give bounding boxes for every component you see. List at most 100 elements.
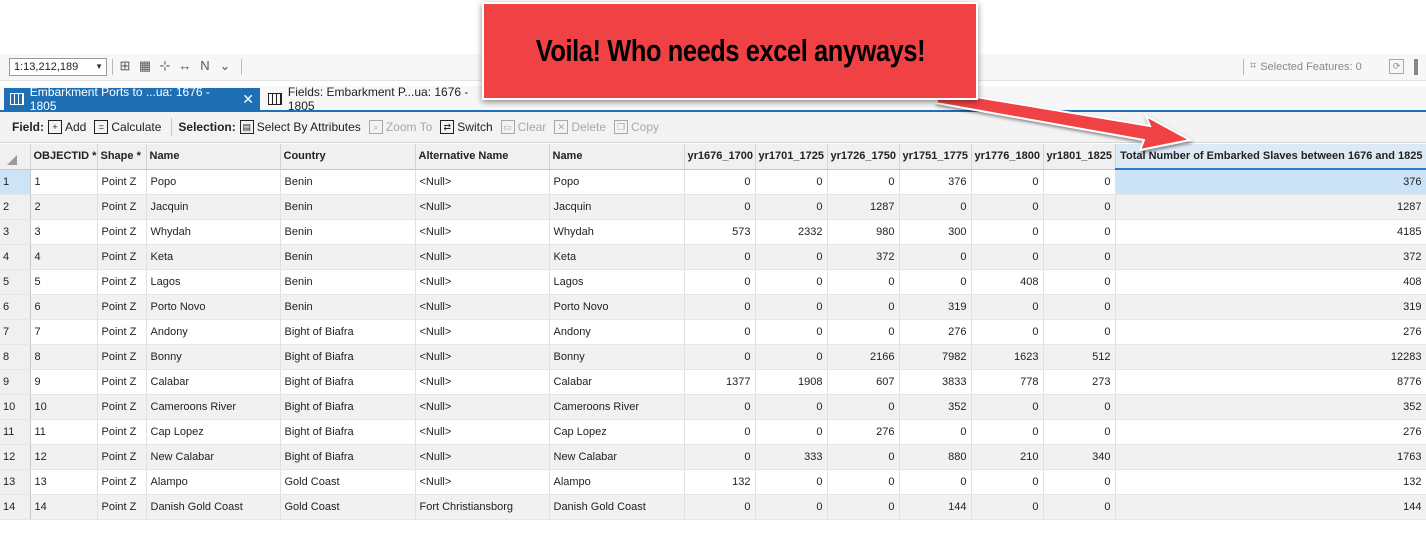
cell-shape[interactable]: Point Z <box>97 394 147 420</box>
cell-yr1776-1800[interactable]: 0 <box>971 469 1044 495</box>
cell-alternative-name[interactable]: <Null> <box>415 394 550 420</box>
cell-objectid[interactable]: 8 <box>30 344 98 370</box>
cell-yr1751-1775[interactable]: 276 <box>899 319 972 345</box>
cell-yr1751-1775[interactable]: 376 <box>899 169 972 195</box>
cell-total[interactable]: 1287 <box>1115 194 1426 220</box>
cell-name-2[interactable]: Andony <box>549 319 685 345</box>
cell-yr1751-1775[interactable]: 144 <box>899 494 972 520</box>
cell-alternative-name[interactable]: <Null> <box>415 369 550 395</box>
cell-total[interactable]: 1763 <box>1115 444 1426 470</box>
cell-yr1701-1725[interactable]: 0 <box>755 269 828 295</box>
row-number[interactable]: 13 <box>0 469 31 495</box>
cell-objectid[interactable]: 7 <box>30 319 98 345</box>
cell-yr1676-1700[interactable]: 0 <box>684 294 756 320</box>
cell-yr1726-1750[interactable]: 0 <box>827 294 900 320</box>
cell-name-2[interactable]: Danish Gold Coast <box>549 494 685 520</box>
north-arrow-icon[interactable]: N <box>200 58 210 73</box>
column-header-yr1701-1725[interactable]: yr1701_1725 <box>755 144 828 170</box>
cell-yr1751-1775[interactable]: 0 <box>899 419 972 445</box>
cell-yr1676-1700[interactable]: 132 <box>684 469 756 495</box>
cell-yr1701-1725[interactable]: 0 <box>755 394 828 420</box>
cell-yr1751-1775[interactable]: 0 <box>899 469 972 495</box>
cell-yr1776-1800[interactable]: 0 <box>971 394 1044 420</box>
cell-name-2[interactable]: New Calabar <box>549 444 685 470</box>
row-number[interactable]: 11 <box>0 419 31 445</box>
cell-total[interactable]: 372 <box>1115 244 1426 270</box>
cell-yr1776-1800[interactable]: 0 <box>971 419 1044 445</box>
cell-yr1801-1825[interactable]: 0 <box>1043 394 1116 420</box>
cell-yr1726-1750[interactable]: 0 <box>827 319 900 345</box>
cell-objectid[interactable]: 2 <box>30 194 98 220</box>
cell-country[interactable]: Benin <box>280 269 416 295</box>
cell-yr1726-1750[interactable]: 0 <box>827 444 900 470</box>
cell-total[interactable]: 276 <box>1115 419 1426 445</box>
cell-yr1801-1825[interactable]: 0 <box>1043 319 1116 345</box>
table-row[interactable]: 10 10 Point Z Cameroons River Bight of Biafr… <box>0 394 1426 420</box>
cell-yr1701-1725[interactable]: 0 <box>755 344 828 370</box>
cell-country[interactable]: Bight of Biafra <box>280 444 416 470</box>
cell-yr1726-1750[interactable]: 372 <box>827 244 900 270</box>
cell-name[interactable]: New Calabar <box>146 444 281 470</box>
cell-shape[interactable]: Point Z <box>97 369 147 395</box>
cell-alternative-name[interactable]: <Null> <box>415 219 550 245</box>
cell-name-2[interactable]: Keta <box>549 244 685 270</box>
cell-yr1801-1825[interactable]: 0 <box>1043 494 1116 520</box>
cell-shape[interactable]: Point Z <box>97 294 147 320</box>
cell-yr1726-1750[interactable]: 276 <box>827 419 900 445</box>
cell-total[interactable]: 319 <box>1115 294 1426 320</box>
add-grid-icon[interactable]: ⊞ <box>119 58 131 73</box>
cell-country[interactable]: Benin <box>280 244 416 270</box>
cell-objectid[interactable]: 1 <box>30 169 98 195</box>
cell-country[interactable]: Benin <box>280 194 416 220</box>
cell-yr1726-1750[interactable]: 980 <box>827 219 900 245</box>
cell-shape[interactable]: Point Z <box>97 269 147 295</box>
cell-yr1676-1700[interactable]: 0 <box>684 394 756 420</box>
cell-name[interactable]: Lagos <box>146 269 281 295</box>
refresh-icon[interactable]: ⟳ <box>1389 59 1404 74</box>
cell-objectid[interactable]: 13 <box>30 469 98 495</box>
calculate-field-button[interactable]: = Calculate <box>94 120 161 134</box>
cell-yr1801-1825[interactable]: 0 <box>1043 169 1116 195</box>
cell-name[interactable]: Danish Gold Coast <box>146 494 281 520</box>
clear-selection-button[interactable]: ▭ Clear <box>500 120 546 134</box>
cell-name[interactable]: Jacquin <box>146 194 281 220</box>
cell-yr1751-1775[interactable]: 7982 <box>899 344 972 370</box>
cell-name-2[interactable]: Cap Lopez <box>549 419 685 445</box>
column-header-yr1726-1750[interactable]: yr1726_1750 <box>827 144 900 170</box>
cell-name-2[interactable]: Calabar <box>549 369 685 395</box>
cell-country[interactable]: Bight of Biafra <box>280 369 416 395</box>
column-header-name-2[interactable]: Name <box>549 144 685 170</box>
cell-shape[interactable]: Point Z <box>97 494 147 520</box>
cell-alternative-name[interactable]: <Null> <box>415 344 550 370</box>
cell-shape[interactable]: Point Z <box>97 244 147 270</box>
cell-name-2[interactable]: Lagos <box>549 269 685 295</box>
chevron-down-icon[interactable]: ▼ <box>95 62 103 71</box>
table-row[interactable]: 9 9 Point Z Calabar Bight of Biafra <Null> Cal… <box>0 369 1426 395</box>
row-number[interactable]: 1 <box>0 169 31 195</box>
table-row[interactable]: 8 8 Point Z Bonny Bight of Biafra <Null> Bonny… <box>0 344 1426 370</box>
row-number[interactable]: 6 <box>0 294 31 320</box>
cell-name[interactable]: Keta <box>146 244 281 270</box>
cell-total[interactable]: 144 <box>1115 494 1426 520</box>
cell-yr1701-1725[interactable]: 333 <box>755 444 828 470</box>
cell-name-2[interactable]: Porto Novo <box>549 294 685 320</box>
cell-shape[interactable]: Point Z <box>97 344 147 370</box>
cell-yr1701-1725[interactable]: 2332 <box>755 219 828 245</box>
cell-yr1701-1725[interactable]: 0 <box>755 294 828 320</box>
column-header-alternative-name[interactable]: Alternative Name <box>415 144 550 170</box>
row-number[interactable]: 4 <box>0 244 31 270</box>
cell-shape[interactable]: Point Z <box>97 444 147 470</box>
cell-name-2[interactable]: Jacquin <box>549 194 685 220</box>
cell-objectid[interactable]: 5 <box>30 269 98 295</box>
cell-yr1776-1800[interactable]: 1623 <box>971 344 1044 370</box>
cell-objectid[interactable]: 12 <box>30 444 98 470</box>
table-row[interactable]: 4 4 Point Z Keta Benin <Null> Keta 0 0 372 0 0 0 372 <box>0 244 1426 270</box>
column-header-objectid[interactable]: OBJECTID * <box>30 144 98 170</box>
copy-button[interactable]: ❐ Copy <box>614 120 659 134</box>
cell-yr1726-1750[interactable]: 1287 <box>827 194 900 220</box>
cell-yr1701-1725[interactable]: 0 <box>755 469 828 495</box>
cell-shape[interactable]: Point Z <box>97 469 147 495</box>
cell-country[interactable]: Gold Coast <box>280 469 416 495</box>
cell-objectid[interactable]: 9 <box>30 369 98 395</box>
cell-yr1676-1700[interactable]: 1377 <box>684 369 756 395</box>
